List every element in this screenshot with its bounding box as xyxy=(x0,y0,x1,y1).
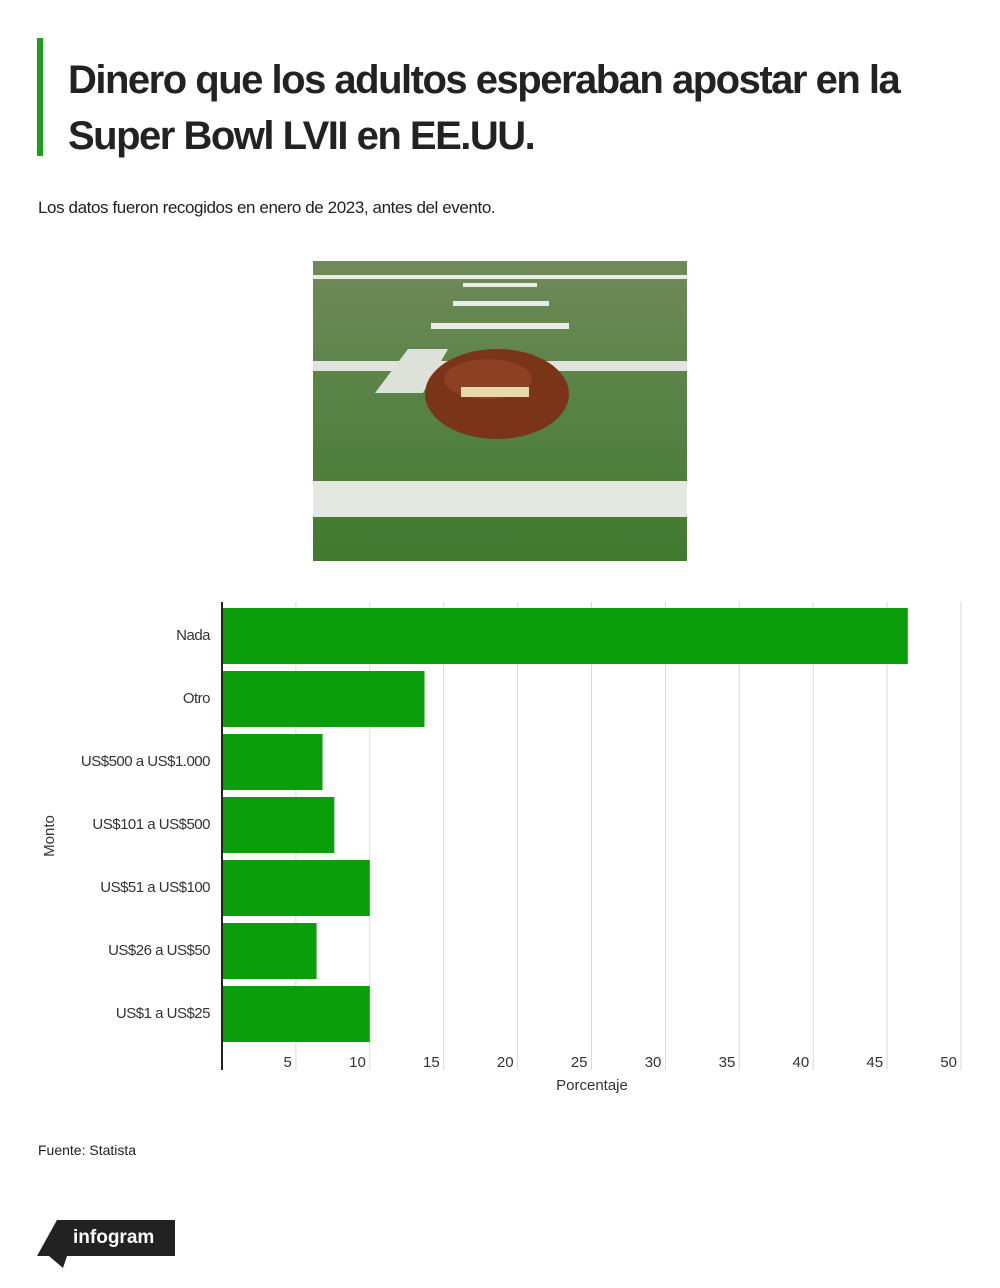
x-tick-label: 15 xyxy=(423,1054,440,1071)
y-tick-label: US$1 a US$25 xyxy=(116,1005,210,1022)
y-tick-label: US$26 a US$50 xyxy=(108,942,210,959)
y-tick-label: US$51 a US$100 xyxy=(100,879,210,896)
source: Fuente: Statista xyxy=(38,1142,137,1158)
x-tick-label: 5 xyxy=(284,1054,292,1071)
bar xyxy=(222,734,323,790)
subtitle: Los datos fueron recogidos en enero de 2… xyxy=(38,198,496,217)
y-axis-label: Monto xyxy=(41,815,58,857)
x-tick-label: 30 xyxy=(645,1054,662,1071)
x-tick-label: 20 xyxy=(497,1054,514,1071)
x-tick-label: 10 xyxy=(349,1054,366,1071)
chart: 5 10 15 20 25 30 35 40 45 50 Nada Otro US$500 a US$1… xyxy=(41,602,962,1094)
bar xyxy=(222,671,425,727)
y-tick-label: US$101 a US$500 xyxy=(92,816,210,833)
bar xyxy=(222,797,335,853)
bar xyxy=(222,860,370,916)
y-tick-label: Nada xyxy=(176,627,211,644)
photo xyxy=(313,261,687,561)
x-tick-label: 50 xyxy=(940,1054,957,1071)
y-tick-label: US$500 a US$1.000 xyxy=(81,753,210,770)
logo-text: infogram xyxy=(73,1227,154,1248)
bar xyxy=(222,986,370,1042)
title: Dinero que los adultos esperaban apostar… xyxy=(68,58,901,158)
x-tick-label: 35 xyxy=(719,1054,736,1071)
bar xyxy=(222,923,317,979)
x-tick-label: 40 xyxy=(793,1054,810,1071)
x-axis-label: Porcentaje xyxy=(556,1077,628,1094)
x-tick-label: 25 xyxy=(571,1054,588,1071)
x-tick-label: 45 xyxy=(866,1054,883,1071)
bar xyxy=(222,608,908,664)
y-tick-label: Otro xyxy=(183,690,210,707)
logo: infogram xyxy=(37,1220,175,1268)
title-accent xyxy=(37,38,43,156)
